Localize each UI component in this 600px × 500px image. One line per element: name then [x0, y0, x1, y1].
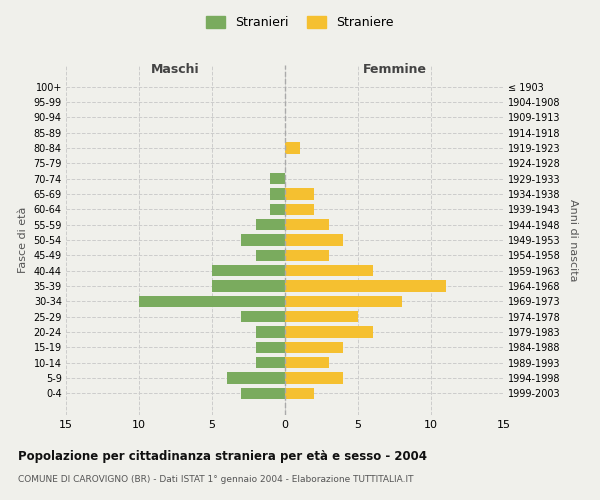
Bar: [256, 357, 285, 368]
Bar: [285, 204, 314, 215]
Bar: [285, 188, 314, 200]
Bar: [285, 234, 343, 246]
Bar: [285, 250, 329, 261]
Bar: [271, 188, 285, 200]
Bar: [285, 142, 299, 154]
Bar: [285, 388, 314, 399]
Bar: [285, 296, 402, 307]
Text: Femmine: Femmine: [362, 63, 427, 76]
Bar: [241, 234, 285, 246]
Text: COMUNE DI CAROVIGNO (BR) - Dati ISTAT 1° gennaio 2004 - Elaborazione TUTTITALIA.: COMUNE DI CAROVIGNO (BR) - Dati ISTAT 1°…: [18, 475, 413, 484]
Text: Maschi: Maschi: [151, 63, 200, 76]
Bar: [285, 326, 373, 338]
Bar: [285, 265, 373, 276]
Bar: [285, 342, 343, 353]
Bar: [227, 372, 285, 384]
Bar: [285, 311, 358, 322]
Y-axis label: Fasce di età: Fasce di età: [18, 207, 28, 273]
Bar: [285, 357, 329, 368]
Bar: [256, 342, 285, 353]
Bar: [139, 296, 285, 307]
Bar: [241, 311, 285, 322]
Bar: [285, 219, 329, 230]
Bar: [241, 388, 285, 399]
Bar: [256, 250, 285, 261]
Bar: [271, 204, 285, 215]
Bar: [285, 372, 343, 384]
Text: Popolazione per cittadinanza straniera per età e sesso - 2004: Popolazione per cittadinanza straniera p…: [18, 450, 427, 463]
Bar: [256, 326, 285, 338]
Bar: [212, 280, 285, 292]
Legend: Stranieri, Straniere: Stranieri, Straniere: [202, 11, 398, 34]
Bar: [212, 265, 285, 276]
Bar: [285, 280, 446, 292]
Bar: [256, 219, 285, 230]
Bar: [271, 173, 285, 184]
Y-axis label: Anni di nascita: Anni di nascita: [568, 198, 578, 281]
